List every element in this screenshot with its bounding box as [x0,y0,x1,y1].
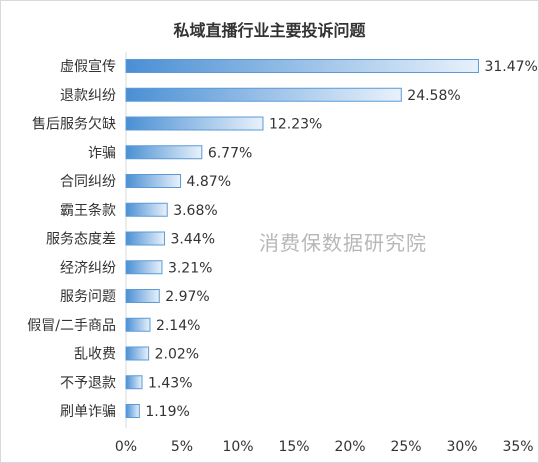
category-label: 不予退款 [60,375,116,391]
bar [125,87,402,102]
value-label: 3.68% [173,203,217,219]
value-label: 6.77% [208,145,252,161]
category-label: 乱收费 [74,347,116,363]
bar [125,202,168,217]
category-label: 虚假宣传 [60,59,116,75]
category-label: 刷单诈骗 [60,404,116,420]
category-label: 合同纠纷 [60,174,116,190]
value-label: 2.02% [155,347,199,363]
category-label: 经济纠纷 [60,260,116,276]
bar [125,59,479,73]
bar [125,375,143,390]
value-label: 2.97% [165,289,209,305]
value-label: 24.58% [407,88,460,104]
category-label: 售后服务欠缺 [32,117,116,133]
bar [125,404,140,418]
x-tick-label: 10% [222,439,253,455]
bars-layer: 虚假宣传 31.47% 退款纠纷 24.58% 售后服务欠缺 12.23% 诈骗 6.77% 合… [27,51,538,455]
value-label: 1.43% [148,375,192,391]
x-tick-label: 15% [278,439,309,455]
chart-title: 私域直播行业主要投诉问题 [173,21,366,40]
value-label: 31.47% [484,59,537,75]
value-label: 12.23% [269,117,322,133]
category-label: 服务问题 [60,289,116,305]
bar [125,231,166,246]
category-label: 假冒/二手商品 [27,318,116,334]
x-tick-label: 25% [390,439,421,455]
value-label: 1.19% [145,404,189,420]
value-label: 3.21% [168,260,212,276]
bar [125,289,160,303]
bar [125,346,150,361]
bar [125,317,151,332]
category-label: 诈骗 [88,145,116,161]
x-tick-label: 35% [502,439,533,455]
value-label: 3.44% [171,232,215,248]
category-label: 服务态度差 [46,232,116,248]
x-tick-label: 0% [115,439,137,455]
bar [125,116,264,131]
value-label: 4.87% [187,174,231,190]
bar [125,174,182,188]
x-tick-label: 5% [171,439,193,455]
x-tick-label: 20% [334,439,365,455]
watermark: 消费保数据研究院 [259,231,427,255]
x-tick-label: 30% [446,439,477,455]
bar [125,145,203,160]
bar [125,260,163,275]
category-label: 退款纠纷 [60,88,116,104]
category-label: 霸王条款 [60,202,116,219]
value-label: 2.14% [156,318,200,334]
